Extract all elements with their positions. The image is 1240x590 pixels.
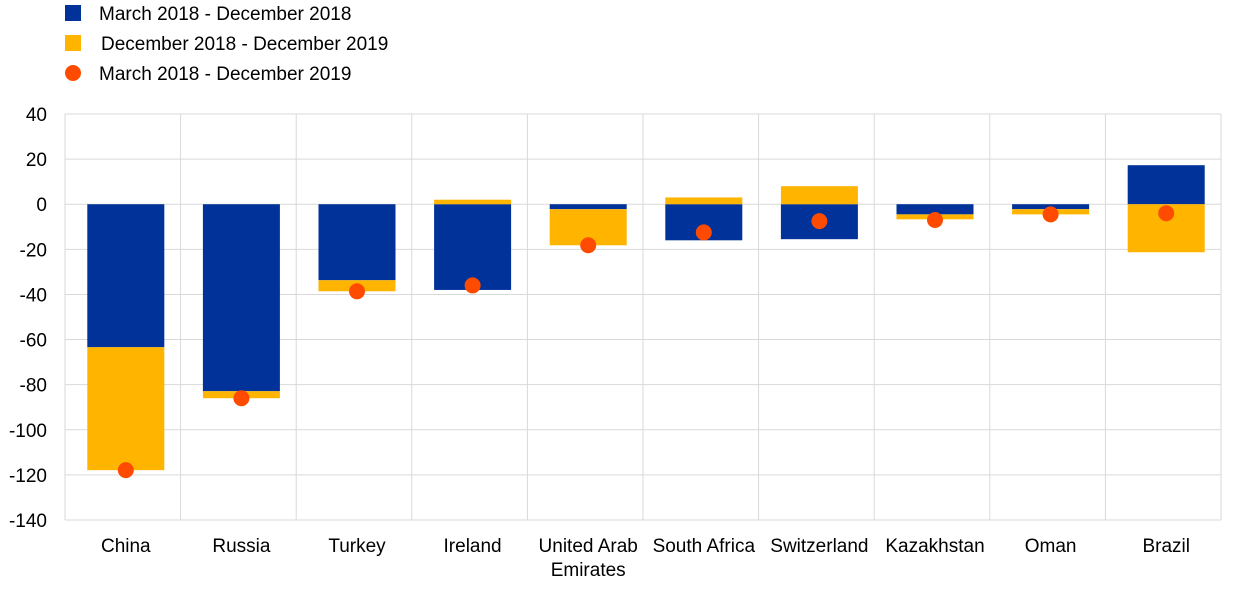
dot-total (695, 224, 712, 241)
legend-dot (65, 65, 81, 81)
x-tick-label: Brazil (1142, 536, 1190, 557)
bars (87, 165, 1205, 471)
legend-label: December 2018 - December 2019 (101, 34, 388, 55)
dot-total (1158, 205, 1175, 222)
bar-december-2018---december-2019 (434, 199, 512, 205)
bar-december-2018---december-2019 (665, 197, 743, 205)
legend-label: March 2018 - December 2018 (99, 4, 351, 25)
x-tick-label: Turkey (328, 536, 386, 557)
x-tick-label: South Africa (653, 536, 756, 557)
dot-total (580, 237, 597, 254)
y-tick-label: -100 (9, 421, 47, 442)
y-tick-label: -20 (20, 240, 47, 261)
dot-total (464, 277, 481, 294)
bar-march-2018---december-2018 (896, 204, 974, 215)
y-tick-label: -40 (20, 285, 47, 306)
dots (117, 205, 1175, 479)
y-tick-label: 0 (36, 195, 47, 216)
bar-march-2018---december-2018 (318, 204, 396, 281)
bar-december-2018---december-2019 (780, 186, 858, 205)
legend-label: March 2018 - December 2019 (99, 64, 351, 85)
bar-december-2018---december-2019 (87, 347, 165, 471)
x-tick-label: Ireland (444, 536, 502, 557)
x-tick-label: Switzerland (770, 536, 868, 557)
x-axis-ticks: China Russia Turkey Ireland United Arab Emira… (101, 536, 1190, 581)
x-tick-label: United Arab (539, 536, 638, 557)
legend: March 2018 - December 2018 December 2018 … (65, 4, 388, 85)
legend-swatch (65, 5, 81, 21)
y-tick-label: 40 (26, 105, 47, 126)
y-tick-label: -60 (20, 331, 47, 352)
dot-total (1042, 206, 1059, 223)
y-tick-label: -140 (9, 511, 47, 532)
y-tick-label: -120 (9, 466, 47, 487)
bar-march-2018---december-2018 (1127, 165, 1205, 205)
x-tick-label: China (101, 536, 151, 557)
x-tick-label: Oman (1025, 536, 1077, 557)
x-tick-label: Emirates (551, 560, 626, 581)
legend-swatch (65, 35, 81, 51)
x-tick-label: Kazakhstan (885, 536, 984, 557)
dot-total (233, 390, 250, 407)
y-tick-label: -80 (20, 376, 47, 397)
dot-total (927, 212, 943, 229)
bar-march-2018---december-2018 (549, 204, 627, 210)
dot-total (117, 462, 134, 479)
dot-total (349, 283, 365, 300)
bar-march-2018---december-2018 (87, 204, 165, 348)
x-tick-label: Russia (212, 536, 271, 557)
y-axis-ticks: 40 20 0 -20 -40 -60 -80 -100 -120 -140 (9, 105, 47, 532)
bar-march-2018---december-2018 (202, 204, 280, 392)
y-tick-label: 20 (26, 150, 47, 171)
dot-total (811, 213, 828, 230)
bar-march-2018---december-2018 (434, 204, 512, 290)
